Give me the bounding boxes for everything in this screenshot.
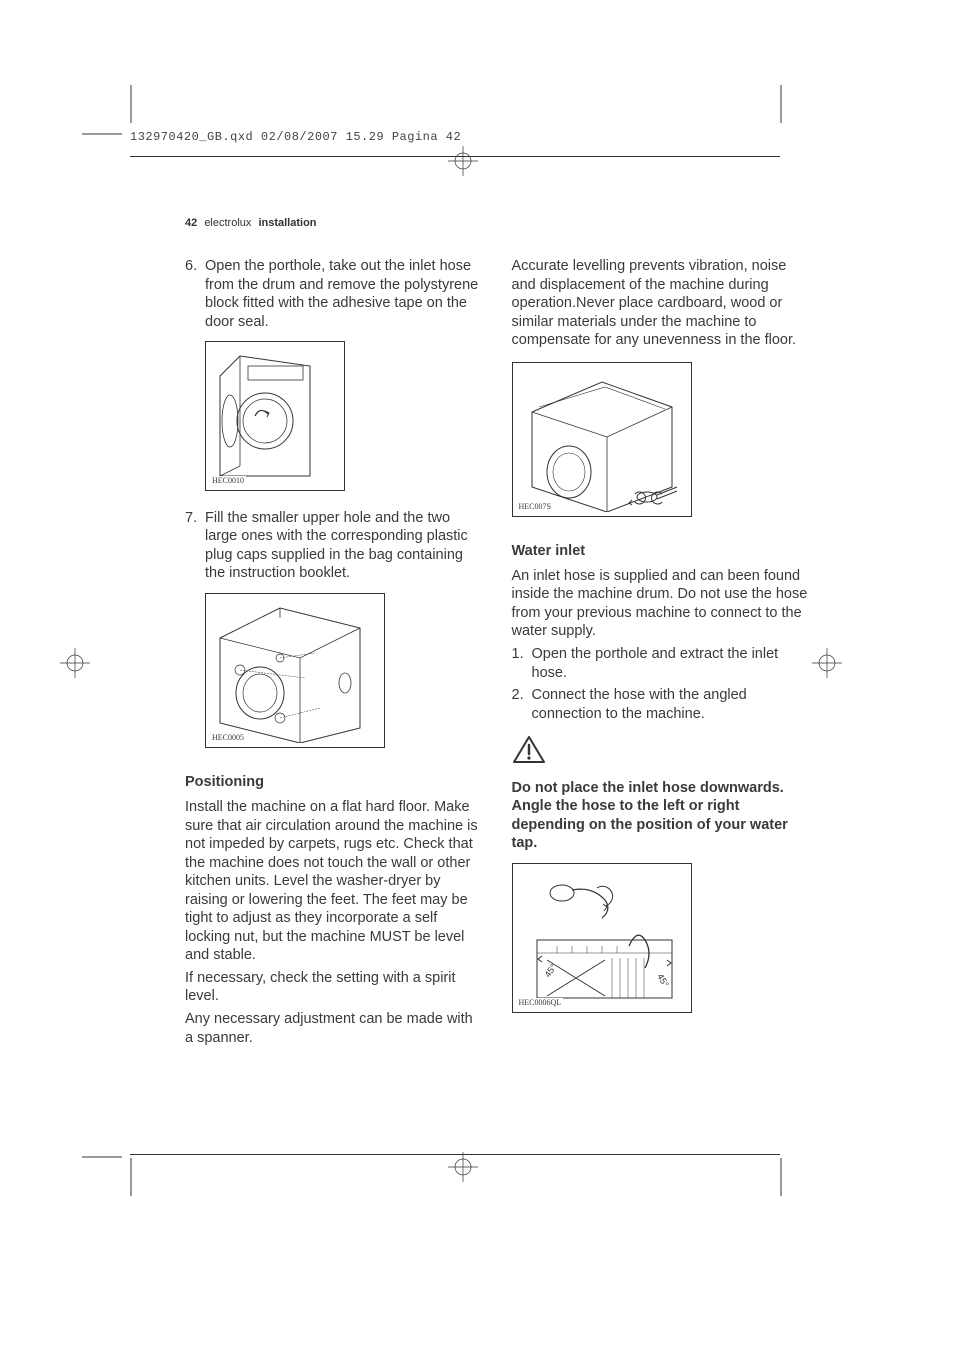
crop-tl-v bbox=[130, 85, 132, 123]
left-column: 6. Open the porthole, take out the inlet… bbox=[185, 257, 484, 1051]
figure-porthole: HEC0010 bbox=[205, 341, 345, 491]
step-number: 1. bbox=[512, 645, 532, 682]
figure-label: HEC0005 bbox=[210, 733, 246, 743]
crop-tl-h bbox=[82, 133, 122, 135]
warning-icon bbox=[512, 735, 811, 771]
bottom-rule bbox=[130, 1154, 780, 1155]
figure-label: HEC0006QL bbox=[517, 998, 564, 1008]
step-text: Open the porthole and extract the inlet … bbox=[532, 645, 811, 682]
step-7: 7. Fill the smaller upper hole and the t… bbox=[185, 509, 484, 583]
crop-tr-v bbox=[780, 85, 782, 123]
figure-label: HEC0010 bbox=[210, 476, 246, 486]
figure-plug-caps: HEC0005 bbox=[205, 593, 385, 748]
reg-mark-right bbox=[812, 648, 842, 678]
two-column-layout: 6. Open the porthole, take out the inlet… bbox=[185, 257, 810, 1051]
positioning-heading: Positioning bbox=[185, 773, 484, 792]
right-column: Accurate levelling prevents vibration, n… bbox=[512, 257, 811, 1051]
svg-text:45°: 45° bbox=[655, 972, 671, 989]
step-text: Open the porthole, take out the inlet ho… bbox=[205, 257, 484, 331]
step-number: 7. bbox=[185, 509, 205, 583]
positioning-para-2: If necessary, check the setting with a s… bbox=[185, 969, 484, 1006]
top-rule bbox=[130, 156, 780, 157]
positioning-para-1: Install the machine on a flat hard floor… bbox=[185, 798, 484, 965]
warning-text: Do not place the inlet hose downwards. A… bbox=[512, 779, 811, 853]
water-inlet-para: An inlet hose is supplied and can been f… bbox=[512, 567, 811, 641]
section-name: installation bbox=[258, 217, 316, 229]
running-head: 42 electrolux installation bbox=[185, 217, 810, 229]
figure-label: HEC007S bbox=[517, 502, 553, 512]
crop-bl-h bbox=[82, 1156, 122, 1158]
crop-br-v bbox=[780, 1158, 782, 1196]
step-number: 6. bbox=[185, 257, 205, 331]
figure-inlet-hose: 45° 45° HEC0006QL bbox=[512, 863, 692, 1013]
water-inlet-heading: Water inlet bbox=[512, 542, 811, 561]
wi-step-2: 2. Connect the hose with the angled conn… bbox=[512, 686, 811, 723]
page-content: 132970420_GB.qxd 02/08/2007 15.29 Pagina… bbox=[130, 130, 810, 1051]
reg-mark-left bbox=[60, 648, 90, 678]
step-number: 2. bbox=[512, 686, 532, 723]
step-6: 6. Open the porthole, take out the inlet… bbox=[185, 257, 484, 331]
positioning-para-3: Any necessary adjustment can be made wit… bbox=[185, 1010, 484, 1047]
svg-text:45°: 45° bbox=[542, 962, 558, 979]
step-text: Connect the hose with the angled connect… bbox=[532, 686, 811, 723]
source-file-header: 132970420_GB.qxd 02/08/2007 15.29 Pagina… bbox=[130, 130, 810, 144]
reg-mark-bottom bbox=[448, 1152, 478, 1182]
page-number: 42 bbox=[185, 217, 197, 229]
crop-bl-v bbox=[130, 1158, 132, 1196]
brand-name: electrolux bbox=[204, 217, 251, 229]
wi-step-1: 1. Open the porthole and extract the inl… bbox=[512, 645, 811, 682]
step-text: Fill the smaller upper hole and the two … bbox=[205, 509, 484, 583]
figure-levelling: HEC007S bbox=[512, 362, 692, 517]
levelling-para: Accurate levelling prevents vibration, n… bbox=[512, 257, 811, 350]
